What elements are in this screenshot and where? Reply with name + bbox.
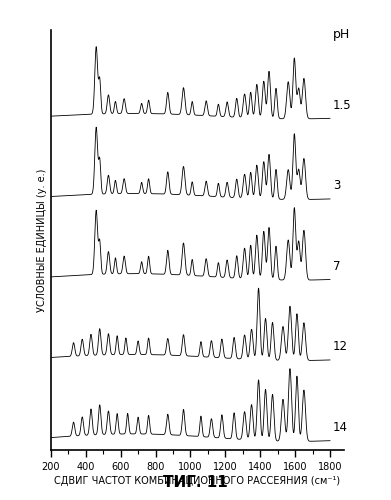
Text: ΤИГ. 11: ΤИГ. 11 xyxy=(163,475,228,490)
Text: 3: 3 xyxy=(333,180,340,192)
Text: 7: 7 xyxy=(333,260,340,273)
X-axis label: СДВИГ ЧАСТОТ КОМБИНАЦИОННОГО РАССЕЯНИЯ (см⁻¹): СДВИГ ЧАСТОТ КОМБИНАЦИОННОГО РАССЕЯНИЯ (… xyxy=(54,476,341,486)
Text: 12: 12 xyxy=(333,340,348,353)
Text: 14: 14 xyxy=(333,421,348,434)
Y-axis label: УСЛОВНЫЕ ЕДИНИЦЫ (у. е.): УСЛОВНЫЕ ЕДИНИЦЫ (у. е.) xyxy=(37,168,47,312)
Text: 1.5: 1.5 xyxy=(333,99,352,112)
Text: pH: pH xyxy=(333,28,350,41)
